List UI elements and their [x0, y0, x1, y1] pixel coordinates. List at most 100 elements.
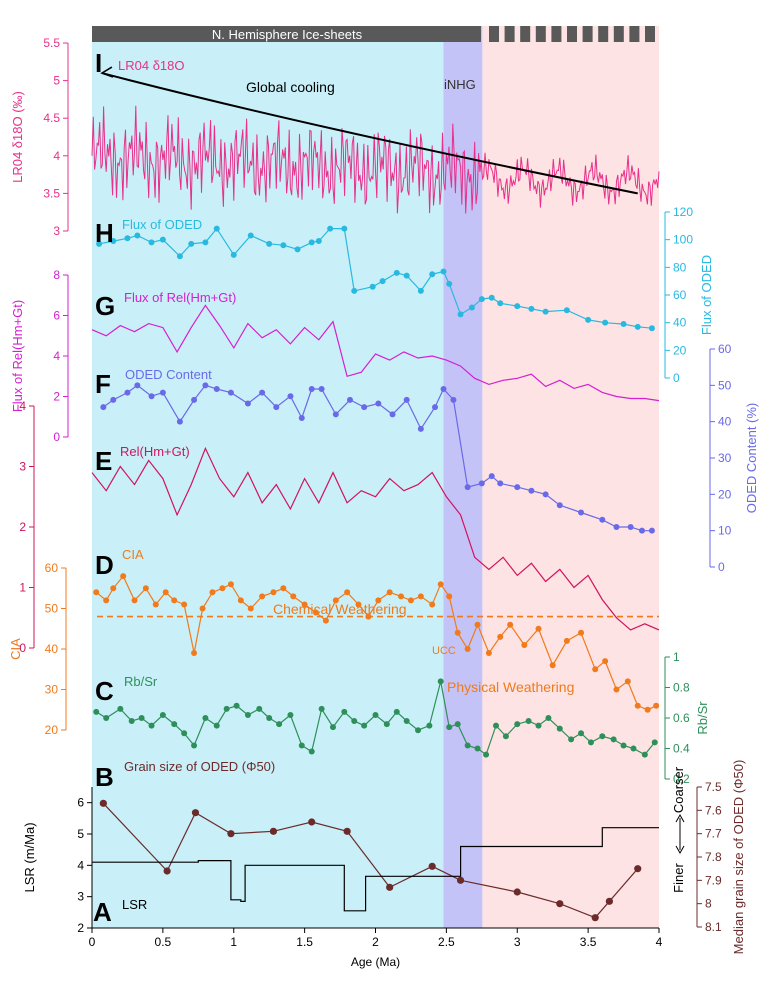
panel-h-point: [634, 323, 641, 330]
panel-h-point: [176, 253, 183, 260]
panel-h-y-axis-title: Flux of ODED: [699, 255, 714, 335]
panel-f-point: [176, 418, 183, 425]
panel-h-point: [488, 294, 495, 301]
panel-f-point: [440, 385, 447, 392]
x-tick-label: 0: [89, 935, 96, 949]
panel-b-y-tick-label: 7.9: [705, 873, 722, 887]
panel-d-point: [634, 702, 641, 709]
panel-d-y-tick-label: 40: [45, 642, 59, 656]
panel-e-y-tick-label: 2: [19, 520, 26, 534]
panel-h-point: [620, 321, 627, 328]
panel-b-y-tick-label: 8: [705, 897, 712, 911]
coarser-label: Coarser: [671, 766, 686, 813]
ice-sheet-dash: [613, 26, 624, 42]
panel-f-point: [298, 415, 305, 422]
panel-f-title: ODED Content: [125, 367, 212, 382]
panel-g-y-tick-label: 2: [53, 390, 60, 404]
panel-c-point: [403, 718, 410, 725]
panel-c-point: [298, 742, 305, 749]
x-tick-label: 3.5: [580, 935, 597, 949]
panel-c-point: [244, 711, 251, 718]
panel-h-point: [457, 311, 464, 318]
panel-d-y-tick-label: 50: [45, 602, 59, 616]
panel-d-point: [199, 605, 206, 612]
panel-f-point: [213, 385, 220, 392]
panel-e-y-tick-label: 0: [19, 641, 26, 655]
panel-h-point: [542, 308, 549, 315]
panel-c-y-tick-label: 0.2: [673, 772, 690, 786]
panel-h-y-tick-label: 20: [673, 343, 687, 357]
panel-h-point: [585, 316, 592, 323]
panel-d-point: [613, 686, 620, 693]
trend-arrow-head: [100, 66, 114, 78]
panel-h-point: [440, 268, 447, 275]
panel-h-point: [213, 225, 220, 232]
panel-d-point: [332, 597, 339, 604]
panel-c-point: [117, 705, 124, 712]
panel-f-point: [346, 396, 353, 403]
panel-c-point: [651, 739, 658, 746]
panel-g-y-tick-label: 6: [53, 309, 60, 323]
panel-b-point: [386, 883, 394, 891]
panel-d-point: [181, 601, 188, 608]
panel-c-point: [266, 715, 273, 721]
panel-d-point: [485, 650, 492, 657]
panel-d-point: [290, 593, 297, 600]
panel-d-point: [344, 589, 351, 596]
panel-d-point: [152, 601, 159, 608]
panel-d-point: [602, 658, 609, 665]
panel-d-point: [592, 666, 599, 673]
panel-d-point: [446, 593, 453, 600]
panel-d-point: [312, 609, 319, 616]
panel-c-point: [492, 722, 499, 729]
panel-d-point: [301, 601, 308, 608]
panel-d-point: [624, 678, 631, 685]
panel-c-point: [103, 715, 110, 721]
ice-sheet-dash: [567, 26, 577, 42]
panel-c-point: [514, 721, 521, 728]
panel-i-y-tick-label: 3.5: [43, 186, 60, 200]
panel-d-point: [398, 593, 405, 600]
panel-c-point: [351, 718, 358, 725]
ice-sheet-dash: [629, 26, 640, 42]
panel-f-point: [627, 524, 634, 531]
panel-e-series-line: [91, 446, 660, 631]
panel-f-point: [450, 396, 457, 403]
panel-g-y-axis-title: Flux of Rel(Hm+Gt): [10, 300, 25, 412]
panel-f-y-tick-label: 10: [718, 524, 732, 538]
global-cooling-trend-line: [101, 72, 638, 195]
panel-e-letter: E: [95, 446, 112, 476]
panel-b-y-tick-label: 8.1: [705, 920, 722, 934]
panel-d-point: [110, 585, 117, 592]
ice-sheet-dash: [598, 26, 609, 42]
panel-f-point: [514, 484, 521, 491]
panel-a-y-tick-label: 6: [77, 796, 84, 810]
panel-d-y-axis-title: CIA: [8, 638, 23, 660]
panel-i-letter: I: [95, 48, 102, 78]
panel-d-point: [103, 597, 110, 604]
interval-pink: [482, 26, 659, 928]
panel-h-point: [351, 287, 358, 294]
panel-c-point: [474, 745, 481, 752]
panel-a-y-axis-title: LSR (m/Ma): [22, 822, 37, 892]
panel-h-letter: H: [95, 218, 114, 248]
x-tick-label: 3: [514, 935, 521, 949]
ice-sheet-dash: [504, 26, 515, 42]
panel-b-y-tick-label: 7.7: [705, 827, 722, 841]
panel-g-title: Flux of Rel(Hm+Gt): [124, 290, 236, 305]
panel-f-point: [613, 524, 620, 531]
panel-b-point: [513, 888, 521, 896]
panel-d-point: [507, 621, 514, 628]
panel-b-point: [456, 876, 465, 884]
panel-b-point: [605, 897, 613, 905]
panel-c-point: [372, 711, 379, 718]
physical-weathering-label: Physical Weathering: [447, 679, 574, 695]
panel-f-point: [556, 502, 563, 509]
plot-layer: [91, 66, 660, 922]
panel-h-point: [280, 242, 287, 249]
panel-d-point: [644, 706, 651, 713]
panel-c-point: [578, 730, 585, 737]
panel-d-point: [237, 597, 244, 604]
panel-h-point: [403, 272, 410, 279]
panel-h-point: [563, 307, 570, 314]
